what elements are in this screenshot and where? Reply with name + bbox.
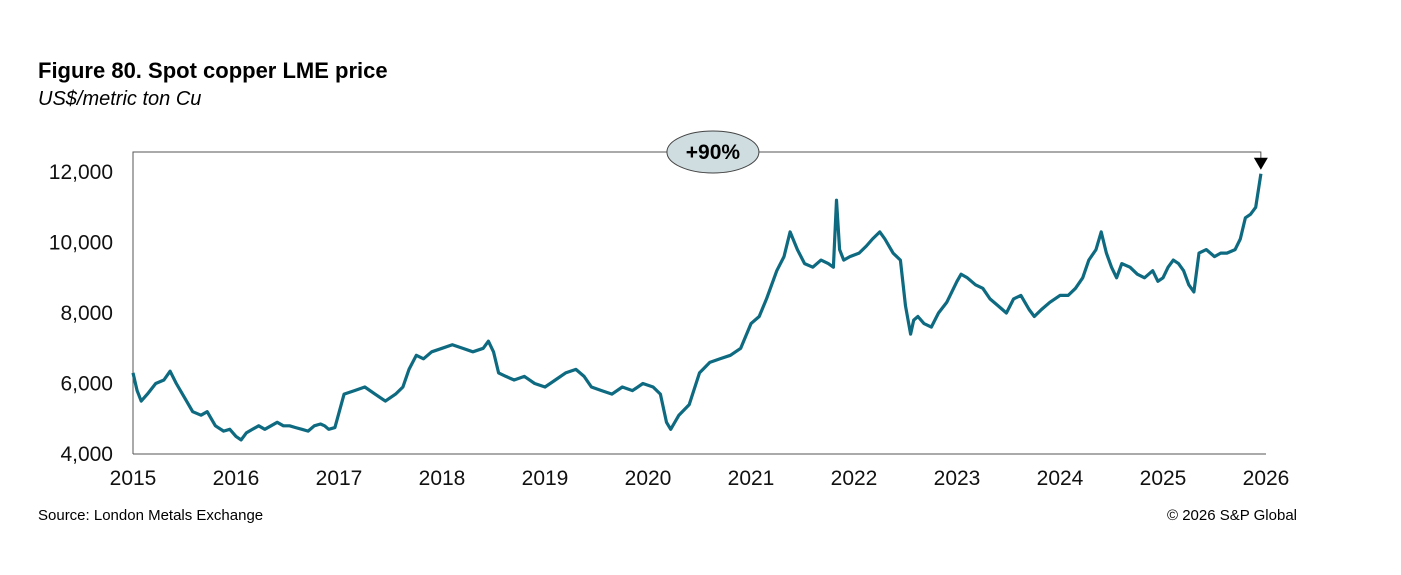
badge-label: +90% bbox=[686, 141, 741, 164]
series-line bbox=[131, 173, 1263, 442]
chart-title: Figure 80. Spot copper LME price bbox=[38, 58, 388, 83]
change-bracket bbox=[132, 151, 1262, 373]
bracket-line bbox=[132, 151, 1262, 373]
x-tick-label: 2022 bbox=[831, 467, 878, 490]
chart-axes: 4,000 6,000 8,000 10,000 12,000 2015 2016 2017 2… bbox=[49, 161, 1290, 490]
x-tick-label: 2018 bbox=[419, 467, 466, 490]
y-tick-label: 8,000 bbox=[60, 302, 113, 325]
copyright-note: © 2026 S&P Global bbox=[1166, 507, 1297, 524]
x-tick-label: 2026 bbox=[1243, 467, 1290, 490]
chart-subtitle: US$/metric ton Cu bbox=[38, 88, 202, 110]
price-line-chart: 4,000 6,000 8,000 10,000 12,000 2015 2016 2017 2… bbox=[49, 130, 1290, 490]
badge-ellipse bbox=[666, 130, 760, 174]
x-tick-label: 2021 bbox=[728, 467, 775, 490]
y-tick-label: 4,000 bbox=[60, 443, 113, 466]
x-tick-label: 2020 bbox=[625, 467, 672, 490]
x-tick-label: 2019 bbox=[522, 467, 569, 490]
x-tick-label: 2025 bbox=[1140, 467, 1187, 490]
price-series bbox=[131, 157, 1268, 442]
x-tick-label: 2016 bbox=[213, 467, 260, 490]
end-marker bbox=[1253, 157, 1268, 170]
y-tick-label: 12,000 bbox=[49, 161, 113, 184]
source-note: Source: London Metals Exchange bbox=[38, 507, 264, 524]
x-tick-label: 2023 bbox=[934, 467, 981, 490]
x-tick-label: 2017 bbox=[316, 467, 363, 490]
x-tick-label: 2015 bbox=[110, 467, 157, 490]
x-tick-label: 2024 bbox=[1037, 467, 1084, 490]
y-tick-label: 6,000 bbox=[60, 373, 113, 396]
y-tick-label: 10,000 bbox=[49, 232, 113, 255]
change-badge: +90% bbox=[666, 130, 760, 174]
